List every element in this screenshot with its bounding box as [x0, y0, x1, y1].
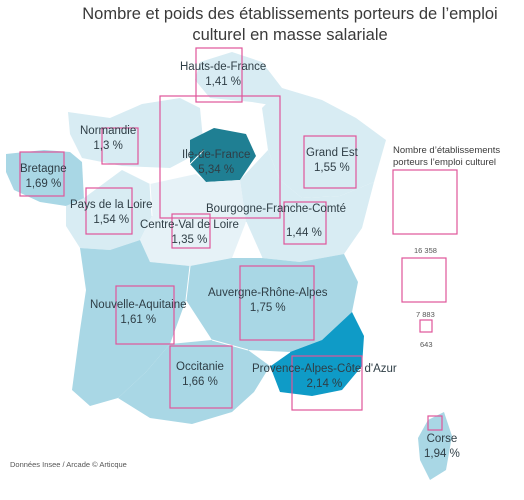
label-grand-est: Grand Est 1,55 %: [306, 146, 358, 176]
legend-title-line-2: porteurs l’emploi culturel: [393, 157, 496, 168]
proportional-squares: [19, 47, 458, 431]
label-paca-name: Provence-Alpes-Côte d'Azur: [252, 363, 397, 375]
label-auvergne-rhone-alpes-share: 1,75 %: [249, 302, 286, 314]
square-pays-de-la-loire: [85, 187, 133, 235]
square-normandie: [101, 127, 139, 165]
square-hauts-de-france: [195, 47, 243, 103]
label-corse-name: Corse: [426, 433, 458, 445]
legend-value-large: 16 358: [414, 246, 437, 255]
square-corse: [427, 415, 443, 431]
label-corse: Corse 1,94 %: [424, 432, 460, 462]
label-ile-de-france: Ile-de-France 5,34 %: [182, 148, 250, 178]
label-paca: Provence-Alpes-Côte d'Azur 2,14 %: [252, 362, 397, 392]
legend-title: Nombre d’établissements porteurs l’emplo…: [393, 145, 513, 169]
label-ile-de-france-name: Ile-de-France: [182, 149, 251, 161]
square-bretagne: [19, 151, 65, 197]
square-ile-de-france: [159, 95, 281, 219]
map-title: Nombre et poids des établissements porte…: [60, 4, 520, 46]
label-pays-de-la-loire: Pays de la Loire 1,54 %: [70, 198, 152, 228]
label-grand-est-share: 1,55 %: [313, 162, 350, 174]
region-centre-val-de-loire: [140, 174, 246, 266]
square-bourgogne-franche-comte: [283, 201, 327, 245]
legend-square-small: [419, 319, 433, 333]
label-ile-de-france-share: 5,34 %: [198, 164, 235, 176]
source-credit: Données Insee / Arcade © Articque: [10, 460, 127, 469]
label-auvergne-rhone-alpes-name: Auvergne-Rhône-Alpes: [208, 287, 328, 299]
label-paca-share: 2,14 %: [306, 378, 343, 390]
label-nouvelle-aquitaine-share: 1,61 %: [120, 314, 157, 326]
label-normandie-name: Normandie: [80, 125, 137, 137]
region-borders: [149, 107, 291, 367]
label-occitanie-name: Occitanie: [176, 361, 224, 373]
region-bourgogne-franche-comte: [240, 150, 374, 262]
label-grand-est-name: Grand Est: [306, 147, 358, 159]
title-line-2: culturel en masse salariale: [192, 26, 388, 44]
label-bretagne: Bretagne 1,69 %: [20, 162, 67, 192]
legend-title-line-1: Nombre d’établissements: [393, 145, 501, 156]
square-auvergne-rhone-alpes: [239, 265, 315, 341]
region-grand-est: [262, 88, 386, 198]
label-hauts-de-france-name: Hauts-de-France: [180, 61, 267, 73]
legend-value-medium: 7 883: [416, 310, 435, 319]
legend-value-small: 643: [420, 340, 433, 349]
label-occitanie-share: 1,66 %: [182, 376, 218, 388]
legend-square-medium: [401, 257, 447, 303]
title-line-1: Nombre et poids des établissements porte…: [82, 5, 498, 23]
region-ile-de-france: [190, 128, 256, 182]
label-hauts-de-france: Hauts-de-France 1,41 %: [180, 60, 266, 90]
label-centre-val-de-loire-name: Centre-Val de Loire: [140, 219, 239, 231]
label-corse-share: 1,94 %: [424, 448, 460, 460]
label-bretagne-share: 1,69 %: [25, 178, 62, 190]
square-nouvelle-aquitaine: [115, 285, 175, 345]
label-hauts-de-france-share: 1,41 %: [205, 76, 242, 88]
square-grand-est: [303, 135, 357, 189]
label-nouvelle-aquitaine-name: Nouvelle-Aquitaine: [90, 299, 187, 311]
square-occitanie: [169, 345, 233, 409]
region-auvergne-rhone-alpes: [186, 254, 358, 352]
region-corse: [418, 412, 452, 480]
region-nouvelle-aquitaine: [72, 240, 190, 406]
region-pays-de-la-loire: [66, 170, 152, 250]
label-bourgogne-franche-comte-value: 1,44 %: [286, 226, 322, 241]
label-normandie-share: 1,3 %: [93, 140, 123, 152]
legend-square-large: [392, 169, 458, 235]
label-occitanie: Occitanie 1,66 %: [176, 360, 224, 390]
label-centre-val-de-loire-share: 1,35 %: [171, 234, 208, 246]
label-centre-val-de-loire: Centre-Val de Loire 1,35 %: [140, 218, 239, 248]
label-normandie: Normandie 1,3 %: [80, 124, 136, 154]
region-paca: [270, 312, 364, 396]
square-centre-val-de-loire: [171, 213, 211, 249]
label-nouvelle-aquitaine: Nouvelle-Aquitaine 1,61 %: [90, 298, 187, 328]
label-bretagne-name: Bretagne: [20, 163, 67, 175]
square-paca: [291, 355, 363, 411]
label-pays-de-la-loire-share: 1,54 %: [93, 214, 130, 226]
label-auvergne-rhone-alpes: Auvergne-Rhône-Alpes 1,75 %: [208, 286, 328, 316]
label-bourgogne-franche-comte-name: Bourgogne-Franche-Comté: [206, 203, 346, 215]
label-bourgogne-franche-comte: Bourgogne-Franche-Comté: [206, 202, 366, 217]
label-pays-de-la-loire-name: Pays de la Loire: [70, 199, 153, 211]
label-bourgogne-franche-comte-share: 1,44 %: [286, 227, 322, 239]
